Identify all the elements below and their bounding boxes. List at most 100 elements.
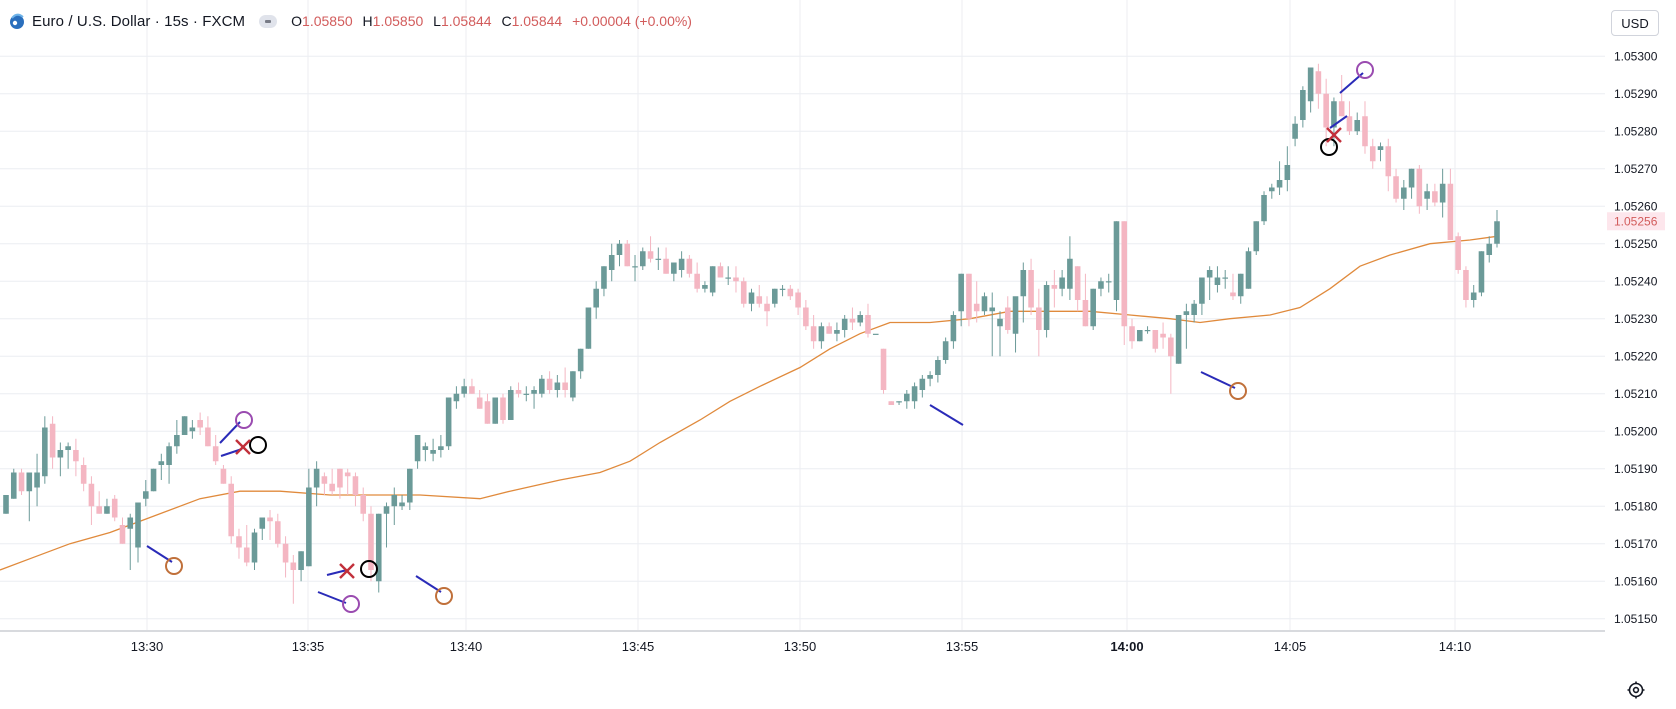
candle (104, 498, 110, 514)
x-marker[interactable] (1326, 127, 1342, 143)
candle-body (1401, 187, 1407, 199)
candle (1269, 183, 1275, 199)
candle-body (1284, 165, 1291, 180)
purple-circle-marker[interactable] (1356, 61, 1374, 79)
candle-body (360, 495, 367, 514)
candle-body (1362, 116, 1368, 147)
candle (539, 375, 545, 398)
x-marker[interactable] (339, 563, 355, 579)
purple-circle-marker[interactable] (342, 595, 360, 613)
candle (251, 528, 258, 570)
candle (981, 292, 988, 315)
trend-line[interactable] (1200, 371, 1236, 389)
candle (779, 285, 786, 297)
candle (1067, 236, 1073, 300)
candle-body (1168, 337, 1174, 357)
candle (73, 438, 79, 477)
candle-body (973, 303, 980, 312)
candle (818, 322, 825, 349)
currency-button[interactable]: USD (1611, 10, 1659, 36)
orange-circle-marker[interactable] (1229, 382, 1247, 400)
candle (1012, 296, 1019, 353)
candle-body (523, 393, 530, 395)
candle (1028, 258, 1034, 315)
candle-body (1307, 67, 1314, 102)
candle (857, 311, 864, 327)
symbol-legend[interactable]: Euro / U.S. Dollar · 15s · FXCM O1.05850… (8, 10, 692, 32)
purple-circle-marker[interactable] (235, 411, 253, 429)
trend-line[interactable] (326, 569, 348, 576)
candle-body (1331, 101, 1337, 128)
trend-line[interactable] (415, 575, 442, 593)
candle (484, 393, 491, 424)
candle (904, 390, 910, 409)
candle-body (608, 255, 615, 270)
black-circle-marker[interactable] (249, 436, 267, 454)
orange-circle-marker[interactable] (165, 557, 183, 575)
candle (1004, 296, 1011, 334)
trend-line[interactable] (219, 421, 241, 444)
candle (1284, 146, 1291, 192)
candle-body (10, 472, 17, 499)
candle-body (1439, 183, 1446, 203)
candle-body (562, 382, 568, 390)
candle-body (872, 333, 879, 335)
candle-body (554, 382, 561, 390)
black-circle-marker[interactable] (360, 560, 378, 578)
candle-body (1346, 116, 1353, 132)
candle (65, 442, 71, 469)
x-marker[interactable] (235, 439, 251, 455)
open-value: 1.05850 (302, 13, 353, 29)
open-key: O (291, 13, 303, 29)
candle (1377, 142, 1384, 162)
trend-line[interactable] (1329, 115, 1348, 129)
trend-line[interactable] (146, 545, 173, 563)
candle (1369, 138, 1376, 169)
candle-body (461, 386, 467, 394)
candle (880, 348, 887, 394)
moving-average (0, 235, 1498, 571)
trend-line[interactable] (317, 591, 347, 604)
candle-body (135, 502, 141, 548)
candle-body (810, 326, 817, 342)
candle-body (212, 446, 219, 462)
more-options-button[interactable] (259, 14, 278, 28)
candle (593, 281, 599, 319)
candle-body (1012, 296, 1019, 334)
candle (577, 348, 584, 379)
candle-body (290, 562, 297, 570)
candle-body (585, 307, 592, 349)
candle (267, 510, 273, 540)
candle (368, 506, 374, 582)
candle-body (476, 397, 483, 409)
symbol-title[interactable]: Euro / U.S. Dollar · 15s · FXCM (32, 12, 246, 30)
candle (1121, 221, 1128, 345)
trend-line[interactable] (929, 404, 964, 426)
drawing-annotations[interactable] (146, 61, 1374, 613)
candle-body (3, 495, 9, 514)
settings-gear-icon[interactable] (1626, 680, 1646, 700)
candle (212, 435, 219, 465)
candle-body (647, 251, 654, 259)
candle-body (321, 476, 328, 484)
candle (158, 453, 165, 480)
candle-body (1478, 251, 1485, 293)
candle-body (709, 266, 716, 293)
candle (958, 273, 964, 327)
candle-body (1393, 176, 1399, 199)
candle-body (1416, 168, 1423, 207)
candle (1486, 236, 1493, 263)
orange-circle-marker[interactable] (435, 587, 453, 605)
candle (1315, 63, 1322, 109)
candle (189, 420, 196, 439)
candle (275, 513, 281, 548)
candle-body (702, 285, 708, 289)
candle-body (1067, 258, 1073, 289)
candle-body (1183, 311, 1190, 315)
low-key: L (433, 13, 441, 29)
candle-body (880, 348, 887, 390)
candle-body (399, 502, 405, 507)
candle (438, 435, 444, 458)
